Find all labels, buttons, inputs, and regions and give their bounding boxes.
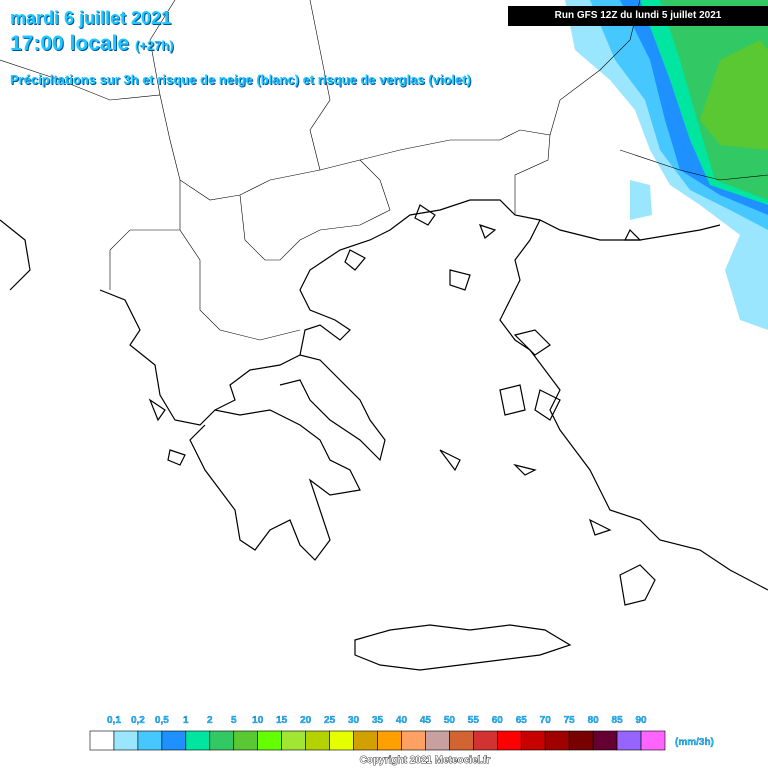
offset: (+27h) (134, 38, 174, 53)
time: 17:00 locale (+27h) (10, 32, 174, 56)
run-label: Run GFS 12Z du lundi 5 juillet 2021 (508, 6, 768, 26)
subtitle: Précipitations sur 3h et risque de neige… (10, 72, 471, 87)
date: mardi 6 juillet 2021 (10, 8, 172, 28)
coastlines (0, 199, 768, 671)
borders (0, 0, 768, 341)
precipitation (565, 0, 768, 330)
time-value: 17:00 locale (10, 32, 130, 55)
